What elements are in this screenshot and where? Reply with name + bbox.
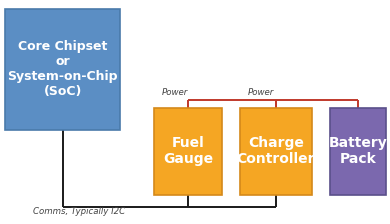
Text: Battery
Pack: Battery Pack	[328, 136, 387, 166]
Text: Comms, Typically I2C: Comms, Typically I2C	[33, 207, 125, 216]
Text: Charge
Controller: Charge Controller	[237, 136, 315, 166]
Text: Fuel
Gauge: Fuel Gauge	[163, 136, 213, 166]
FancyBboxPatch shape	[154, 108, 222, 195]
FancyBboxPatch shape	[240, 108, 312, 195]
Text: Power: Power	[162, 88, 188, 97]
FancyBboxPatch shape	[330, 108, 386, 195]
Text: Core Chipset
or
System-on-Chip
(SoC): Core Chipset or System-on-Chip (SoC)	[7, 41, 118, 98]
FancyBboxPatch shape	[5, 9, 120, 130]
Text: Power: Power	[248, 88, 274, 97]
